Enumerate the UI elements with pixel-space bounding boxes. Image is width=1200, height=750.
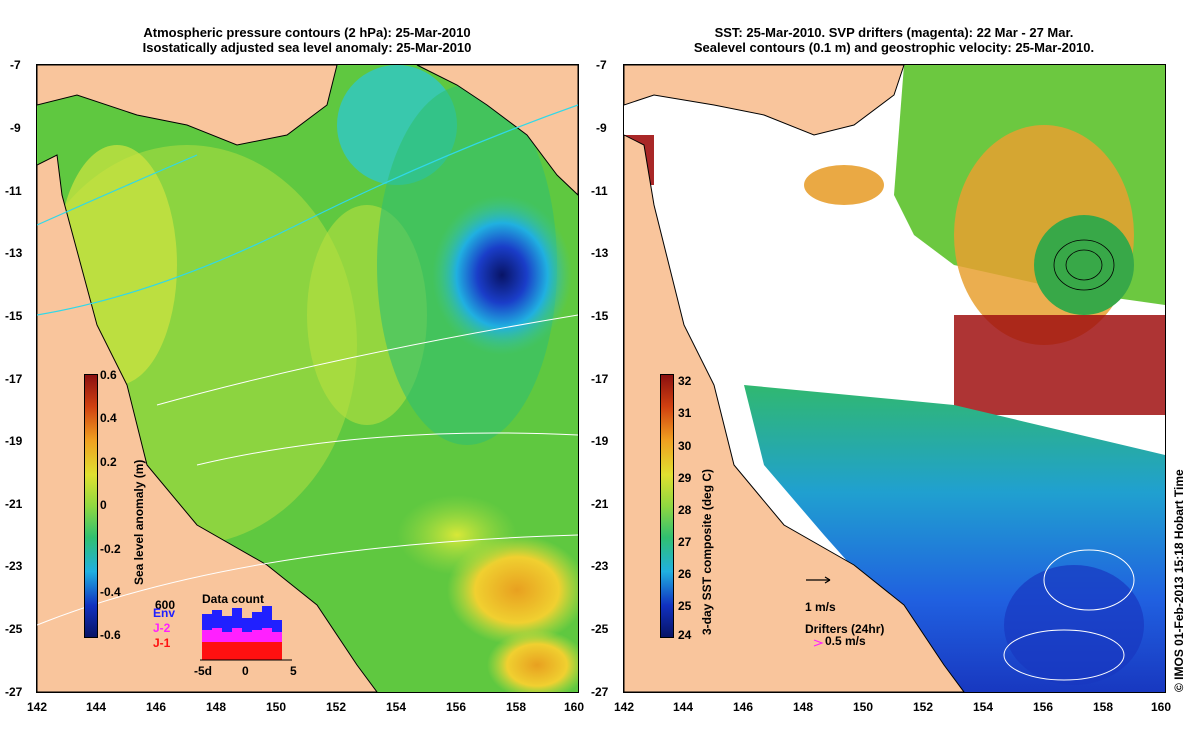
sla-colorbar-tick: 0 [100, 498, 107, 512]
left-y-tick: -7 [10, 58, 21, 72]
data-count-title: Data count [202, 592, 265, 606]
sst-colorbar-tick: 30 [678, 439, 692, 453]
left-y-tick: -17 [5, 372, 23, 386]
right-x-tick: 156 [1033, 700, 1054, 714]
right-y-tick: -27 [591, 685, 609, 699]
velocity-scale-label: 1 m/s [805, 600, 836, 614]
data-count-inset: Data count 600 Env J-2 J-1 -5d 0 5 [150, 592, 298, 682]
sst-colorbar-label: 3-day SST composite (deg C) [700, 468, 714, 635]
data-count-histogram [202, 606, 282, 660]
left-x-tick: 146 [146, 700, 167, 714]
left-y-tick: -9 [10, 121, 21, 135]
right-y-tick: -7 [596, 58, 607, 72]
sst-colorbar-tick: 32 [678, 374, 692, 388]
left-x-tick: 156 [446, 700, 467, 714]
right-x-tick: 152 [913, 700, 934, 714]
drifters-label: Drifters (24hr) [805, 622, 885, 636]
sla-colorbar-label: Sea level anomaly (m) [132, 459, 146, 585]
left-title-line2: Isostatically adjusted sea level anomaly… [142, 40, 472, 55]
left-y-tick: -21 [5, 497, 23, 511]
drifters-speed-label: 0.5 m/s [825, 634, 866, 648]
sla-colorbar-tick: 0.6 [100, 368, 117, 382]
right-y-tick: -13 [591, 246, 609, 260]
right-title: SST: 25-Mar-2010. SVP drifters (magenta)… [623, 25, 1165, 55]
right-y-tick: -9 [596, 121, 607, 135]
sst-colorbar-tick: 26 [678, 567, 692, 581]
sst-colorbar [660, 374, 674, 638]
right-y-tick: -11 [591, 184, 608, 198]
right-y-tick: -23 [591, 559, 609, 573]
sst-colorbar-tick: 29 [678, 471, 692, 485]
legend-j1: J-1 [153, 636, 171, 650]
left-x-tick: 158 [506, 700, 527, 714]
right-x-tick: 150 [853, 700, 874, 714]
right-x-tick: 142 [614, 700, 635, 714]
right-x-tick: 154 [973, 700, 994, 714]
right-x-tick: 148 [793, 700, 814, 714]
right-title-line1: SST: 25-Mar-2010. SVP drifters (magenta)… [714, 25, 1074, 40]
sla-colorbar-tick: -0.4 [100, 585, 121, 599]
left-x-tick: 142 [27, 700, 48, 714]
right-x-tick: 158 [1093, 700, 1114, 714]
right-title-line2: Sealevel contours (0.1 m) and geostrophi… [693, 40, 1095, 55]
legend-env: Env [153, 606, 176, 620]
sst-colorbar-tick: 31 [678, 406, 692, 420]
sea-level-anomaly-map-graphic [37, 65, 578, 692]
data-count-max-label: 600 [155, 598, 176, 612]
data-count-x-label: -5d [194, 664, 212, 678]
left-x-tick: 160 [564, 700, 585, 714]
right-y-tick: -19 [591, 434, 609, 448]
sst-colorbar-tick: 25 [678, 599, 692, 613]
left-y-tick: -15 [5, 309, 23, 323]
left-x-tick: 152 [326, 700, 347, 714]
left-x-tick: 150 [266, 700, 287, 714]
left-title: Atmospheric pressure contours (2 hPa): 2… [36, 25, 578, 55]
right-x-tick: 146 [733, 700, 754, 714]
left-x-tick: 148 [206, 700, 227, 714]
right-y-tick: -17 [591, 372, 609, 386]
left-x-tick: 154 [386, 700, 407, 714]
sst-map-graphic [624, 65, 1165, 692]
imos-credit: © IMOS 01-Feb-2013 15:18 Hobart Time [1172, 469, 1186, 692]
right-y-tick: -15 [591, 309, 609, 323]
sea-level-anomaly-map[interactable] [36, 64, 579, 693]
sla-colorbar-tick: -0.2 [100, 542, 121, 556]
legend-j2: J-2 [153, 621, 171, 635]
sst-colorbar-tick: 24 [678, 628, 692, 642]
left-title-line1: Atmospheric pressure contours (2 hPa): 2… [143, 25, 471, 40]
data-count-x-label: 5 [290, 664, 297, 678]
right-x-tick: 144 [673, 700, 694, 714]
sla-colorbar-tick: 0.2 [100, 455, 117, 469]
left-x-tick: 144 [86, 700, 107, 714]
right-y-tick: -25 [591, 622, 609, 636]
left-y-tick: -25 [5, 622, 23, 636]
left-y-tick: -19 [5, 434, 23, 448]
sla-colorbar [84, 374, 98, 638]
left-y-tick: -11 [5, 184, 22, 198]
left-y-tick: -27 [5, 685, 23, 699]
sst-colorbar-tick: 28 [678, 503, 692, 517]
data-count-bars [200, 606, 292, 661]
right-x-tick: 160 [1151, 700, 1172, 714]
right-y-tick: -21 [591, 497, 609, 511]
data-count-x-label: 0 [242, 664, 249, 678]
sla-colorbar-tick: 0.4 [100, 411, 117, 425]
sla-colorbar-tick: -0.6 [100, 628, 121, 642]
left-y-tick: -23 [5, 559, 23, 573]
left-y-tick: -13 [5, 246, 23, 260]
sst-colorbar-tick: 27 [678, 535, 692, 549]
sst-map[interactable] [623, 64, 1166, 693]
